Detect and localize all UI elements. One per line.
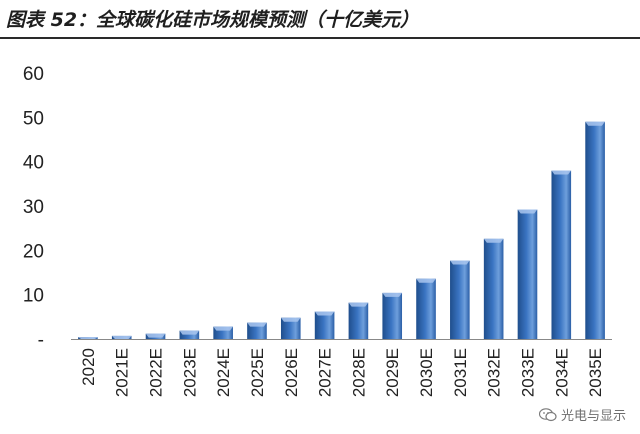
bar-cap-2028E [348, 302, 369, 307]
bar-2034E [551, 170, 572, 339]
x-tick-label: 2032E [485, 348, 504, 397]
bar-cap-2034E [551, 170, 572, 175]
bar-cap-2031E [450, 260, 470, 265]
bar-cap-2033E [517, 209, 538, 214]
bar-cap-2030E [416, 278, 436, 283]
bar-2026E [280, 317, 301, 339]
x-tick-label: 2033E [518, 348, 537, 397]
x-tick-label: 2023E [180, 348, 199, 397]
title-bar: 图表 52：全球碳化硅市场规模预测（十亿美元） [0, 0, 640, 40]
bar-cap-2027E [314, 311, 335, 316]
chart-title: 图表 52：全球碳化硅市场规模预测（十亿美元） [6, 9, 420, 31]
x-tick-label: 2034E [552, 348, 571, 397]
y-tick-label: 30 [23, 197, 44, 218]
x-tick-label: 2035E [586, 348, 605, 397]
x-tick-label: 2021E [113, 348, 132, 397]
bar-2033E [517, 209, 538, 339]
x-tick-label: 2024E [214, 348, 233, 397]
y-tick-label: 20 [23, 241, 44, 262]
title-divider [0, 37, 640, 39]
bar-cap-2023E [179, 330, 200, 335]
x-tick-label: 2031E [451, 348, 470, 397]
x-tick-label: 2027E [316, 348, 335, 397]
bar-cap-2035E [585, 121, 605, 126]
bar-series [78, 121, 605, 340]
x-tick-label: 2029E [383, 348, 402, 397]
bar-cap-2025E [247, 322, 267, 327]
watermark-text: 光电与显示 [560, 409, 626, 424]
bar-cap-2024E [213, 326, 233, 331]
bar-cap-2032E [483, 238, 504, 243]
x-axis: 2020 2021E 2022E 2023E 2024E 2025E 2026E 2027E 2… [71, 339, 612, 397]
bar-2029E [382, 292, 403, 339]
x-tick-label: 2020 [79, 348, 98, 386]
y-tick-label: 60 [23, 64, 44, 85]
bar-2028E [348, 302, 369, 339]
y-axis: - 10 20 30 40 50 60 [23, 64, 44, 351]
bar-cap-2029E [382, 292, 403, 297]
bar-cap-2022E [145, 333, 166, 338]
watermark: 光电与显示 [538, 405, 626, 424]
y-tick-label: - [38, 330, 44, 351]
x-tick-label: 2022E [147, 348, 166, 397]
wechat-icon [538, 407, 557, 421]
bar-2035E [585, 121, 605, 340]
y-tick-label: 10 [23, 286, 44, 307]
bar-cap-2021E [111, 335, 132, 339]
bar-2025E [247, 322, 267, 339]
x-tick-label: 2026E [282, 348, 301, 397]
bar-2023E [179, 330, 200, 339]
bar-cap-2026E [280, 317, 301, 322]
x-tick-label: 2030E [417, 348, 436, 397]
bar-2032E [483, 238, 504, 339]
bar-2031E [450, 260, 470, 339]
y-tick-label: 50 [23, 108, 44, 129]
x-tick-label: 2025E [248, 348, 267, 397]
bar-2027E [314, 311, 335, 339]
x-tick-label: 2028E [349, 348, 368, 397]
bar-cap-2020 [78, 337, 98, 339]
bar-2030E [416, 278, 436, 339]
y-tick-label: 40 [23, 153, 44, 174]
